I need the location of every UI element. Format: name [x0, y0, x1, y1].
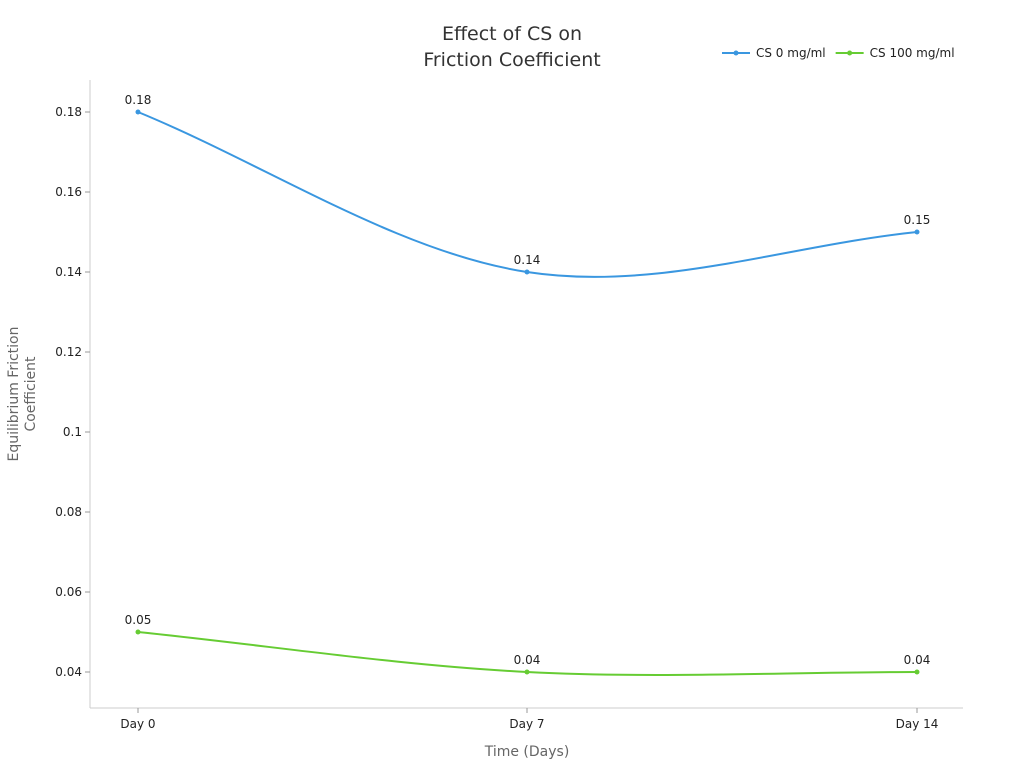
data-point[interactable]	[135, 109, 141, 115]
data-label: 0.18	[125, 93, 152, 107]
data-label: 0.04	[904, 653, 931, 667]
x-tick-label: Day 0	[120, 717, 155, 731]
y-axis-title-line-1: Equilibrium Friction	[6, 327, 22, 462]
data-point[interactable]	[524, 669, 530, 675]
legend-item-1[interactable]: CS 0 mg/ml	[722, 46, 826, 60]
data-point[interactable]	[524, 269, 530, 275]
data-point[interactable]	[135, 629, 141, 635]
series-points	[135, 109, 920, 675]
y-tick-label: 0.12	[55, 345, 82, 359]
chart-title-line-1: Effect of CS on	[442, 23, 582, 45]
data-point[interactable]	[914, 229, 920, 235]
data-label: 0.14	[514, 253, 541, 267]
series-lines	[137, 111, 918, 676]
y-tick-label: 0.08	[55, 505, 82, 519]
y-tick-label: 0.14	[55, 265, 82, 279]
x-axis-title: Time (Days)	[484, 744, 570, 760]
data-label: 0.04	[514, 653, 541, 667]
legend-item-2[interactable]: CS 100 mg/ml	[835, 46, 955, 60]
y-tick-label: 0.1	[63, 425, 82, 439]
y-tick-label: 0.18	[55, 105, 82, 119]
legend-marker	[847, 50, 853, 56]
y-tick-label: 0.16	[55, 185, 82, 199]
y-axis-title-line-2: Coefficient	[23, 356, 39, 432]
data-point[interactable]	[914, 669, 920, 675]
data-label: 0.05	[125, 613, 152, 627]
data-label: 0.15	[904, 213, 931, 227]
legend-label: CS 0 mg/ml	[756, 46, 826, 60]
data-labels: 0.18 0.14 0.15 0.05 0.04 0.04	[125, 93, 931, 667]
chart-title: Effect of CS on Friction Coefficient	[423, 23, 600, 71]
x-tick-label: Day 7	[509, 717, 544, 731]
legend-marker	[733, 50, 739, 56]
chart-title-line-2: Friction Coefficient	[423, 49, 600, 71]
x-tick-label: Day 14	[896, 717, 939, 731]
y-tick-label: 0.04	[55, 665, 82, 679]
axes	[89, 80, 963, 709]
legend-label: CS 100 mg/ml	[870, 46, 955, 60]
y-tick-label: 0.06	[55, 585, 82, 599]
y-axis-title: Equilibrium Friction Coefficient	[6, 327, 39, 462]
x-axis-ticks: Day 0 Day 7 Day 14	[120, 708, 938, 731]
legend: CS 0 mg/ml CS 100 mg/ml	[722, 46, 955, 60]
y-axis-ticks: 0.04 0.06 0.08 0.1 0.12 0.14 0.16 0.18	[55, 105, 90, 679]
